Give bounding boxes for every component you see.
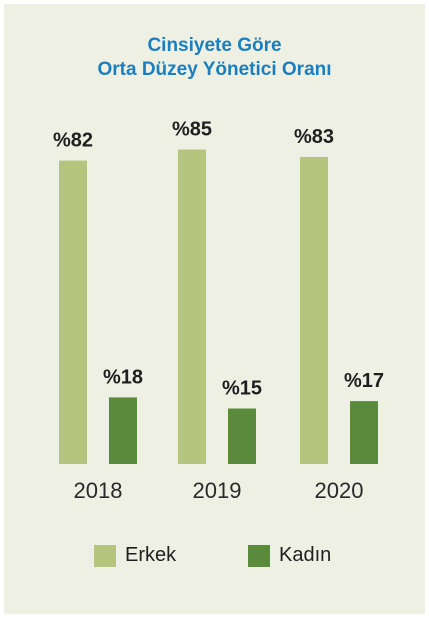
data-label-erkek-2019: %85	[172, 119, 212, 141]
data-label-kadin-2020: %17	[344, 370, 384, 392]
data-label-erkek-2018: %82	[53, 130, 93, 152]
chart-legend: Erkek Kadın	[4, 544, 425, 574]
legend-item-erkek: Erkek	[94, 544, 176, 567]
legend-swatch-kadin	[248, 544, 270, 567]
legend-label-kadin: Kadın	[279, 544, 332, 566]
bar-erkek-2018	[59, 160, 87, 464]
chart-title: Cinsiyete Göre Orta Düzey Yönetici Oranı	[4, 34, 425, 82]
bar-kadin-2020	[350, 401, 378, 464]
legend-swatch-erkek	[94, 544, 116, 567]
x-tick-label-2018: 2018	[74, 478, 123, 503]
bar-kadin-2018	[109, 397, 137, 464]
legend-label-erkek: Erkek	[125, 544, 177, 566]
chart-card: Cinsiyete Göre Orta Düzey Yönetici Oranı…	[4, 4, 425, 614]
data-label-kadin-2018: %18	[103, 366, 143, 388]
x-tick-label-2019: 2019	[193, 478, 242, 503]
data-label-erkek-2020: %83	[294, 126, 334, 148]
bar-chart: %82 %18 2018 %85 %15 2019 %83 %17 2020	[53, 119, 384, 504]
chart-title-line-2: Orta Düzey Yönetici Oranı	[97, 59, 332, 80]
legend-item-kadin: Kadın	[248, 544, 331, 567]
chart-title-line-1: Cinsiyete Göre	[147, 35, 282, 56]
bar-kadin-2019	[228, 408, 256, 464]
data-label-kadin-2019: %15	[222, 378, 262, 400]
bar-erkek-2020	[300, 156, 328, 464]
x-tick-label-2020: 2020	[315, 478, 364, 503]
bar-erkek-2019	[178, 149, 206, 464]
